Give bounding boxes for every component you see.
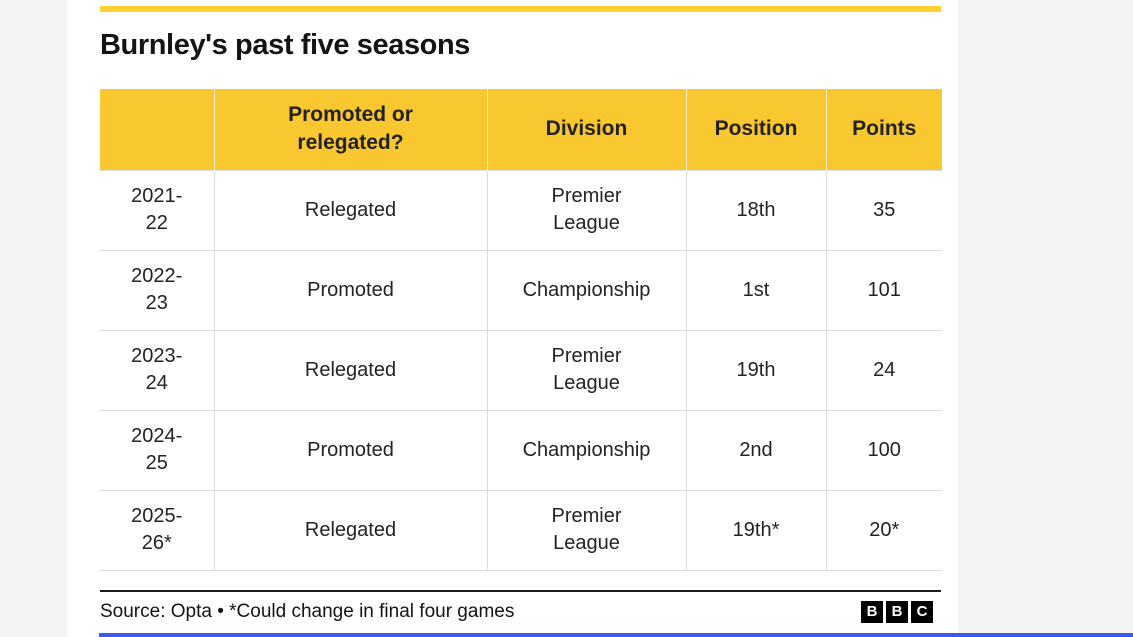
bbc-logo-block: B xyxy=(861,600,883,623)
position-cell: 19th* xyxy=(685,490,826,570)
result-cell: Promoted xyxy=(213,410,487,490)
points-cell: 101 xyxy=(825,250,942,330)
table-row: 2021-22 Relegated Premier League 18th 35 xyxy=(100,170,942,250)
season-cell: 2024-25 xyxy=(100,410,214,490)
header-cell-points: Points xyxy=(825,89,942,170)
table-row: 2024-25 Promoted Championship 2nd 100 xyxy=(100,410,942,490)
result-cell: Relegated xyxy=(213,490,487,570)
position-cell: 19th xyxy=(685,330,826,410)
bbc-logo-block: B xyxy=(886,600,908,623)
infographic-content: Burnley's past five seasons Promoted or … xyxy=(100,6,942,623)
division-cell: Championship xyxy=(486,410,686,490)
page-title: Burnley's past five seasons xyxy=(100,29,471,61)
bbc-logo: B B C xyxy=(861,600,933,623)
table-row: 2023-24 Relegated Premier League 19th 24 xyxy=(100,330,942,410)
header-cell-season xyxy=(100,89,214,170)
division-cell: Premier League xyxy=(486,330,686,410)
season-cell: 2021-22 xyxy=(100,170,214,250)
header-cell-division: Division xyxy=(486,89,686,170)
season-cell: 2025-26* xyxy=(100,490,214,570)
table-row: 2022-23 Promoted Championship 1st 101 xyxy=(100,250,942,330)
points-cell: 35 xyxy=(825,170,942,250)
infographic-card: Burnley's past five seasons Promoted or … xyxy=(67,0,958,637)
seasons-table: Promoted or relegated? Division Position… xyxy=(100,89,942,571)
table-header-row: Promoted or relegated? Division Position… xyxy=(100,89,942,170)
header-cell-result: Promoted or relegated? xyxy=(213,89,487,170)
season-cell: 2023-24 xyxy=(100,330,214,410)
accent-bar xyxy=(100,6,941,12)
points-cell: 100 xyxy=(825,410,942,490)
bbc-logo-block: C xyxy=(911,600,933,623)
result-cell: Relegated xyxy=(213,170,487,250)
points-cell: 20* xyxy=(825,490,942,570)
table-row: 2025-26* Relegated Premier League 19th* … xyxy=(100,490,942,570)
header-cell-position: Position xyxy=(685,89,826,170)
footer-divider xyxy=(100,589,941,592)
season-cell: 2022-23 xyxy=(100,250,214,330)
position-cell: 1st xyxy=(685,250,826,330)
position-cell: 18th xyxy=(685,170,826,250)
source-note: Source: Opta • *Could change in final fo… xyxy=(100,600,515,622)
bottom-blue-bar xyxy=(99,633,1133,637)
division-cell: Championship xyxy=(486,250,686,330)
points-cell: 24 xyxy=(825,330,942,410)
result-cell: Promoted xyxy=(213,250,487,330)
division-cell: Premier League xyxy=(486,490,686,570)
position-cell: 2nd xyxy=(685,410,826,490)
division-cell: Premier League xyxy=(486,170,686,250)
result-cell: Relegated xyxy=(213,330,487,410)
footer-row: Source: Opta • *Could change in final fo… xyxy=(100,592,941,623)
